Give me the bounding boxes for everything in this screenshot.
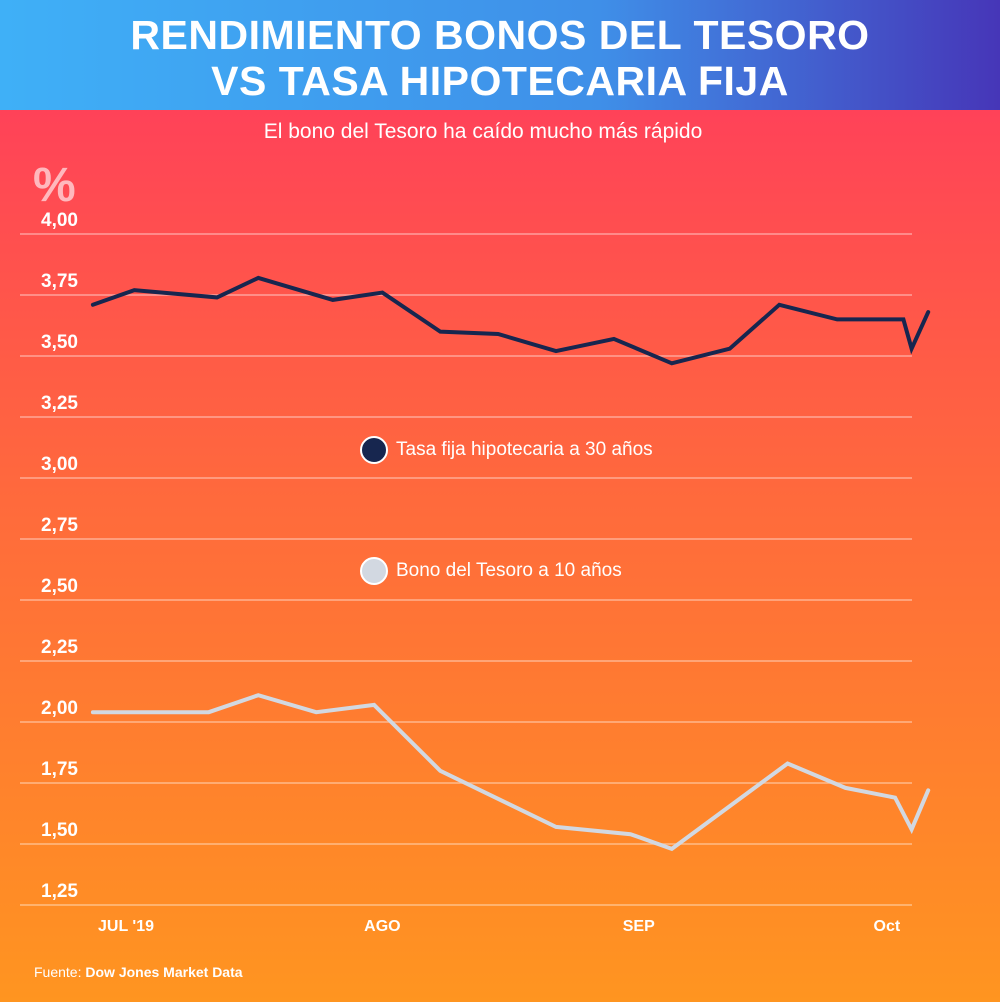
chart-header: RENDIMIENTO BONOS DEL TESORO VS TASA HIP…	[0, 0, 1000, 110]
x-tick-label: JUL '19	[98, 918, 154, 935]
source-name: Dow Jones Market Data	[85, 964, 243, 980]
y-tick-label: 2,25	[41, 637, 78, 658]
y-tick-label: 2,75	[41, 515, 78, 536]
y-tick-label: 2,50	[41, 576, 78, 597]
y-tick-label: 3,00	[41, 454, 78, 475]
series-line-mortgage	[90, 275, 931, 366]
chart-title-line2: VS TASA HIPOTECARIA FIJA	[211, 58, 789, 104]
y-tick-label: 3,75	[41, 271, 78, 292]
chart-subtitle: El bono del Tesoro ha caído mucho más rá…	[263, 120, 703, 143]
y-axis-unit: %	[33, 159, 76, 212]
legend-marker-mortgage	[360, 436, 388, 464]
y-tick-label: 4,00	[41, 210, 78, 231]
legend-marker-treasury	[360, 557, 388, 585]
x-tick-label: SEP	[623, 918, 655, 935]
legend-label-mortgage: Tasa fija hipotecaria a 30 años	[396, 439, 653, 460]
x-tick-label: AGO	[364, 918, 400, 935]
x-tick-label: Oct	[874, 918, 901, 935]
legend-item-treasury: Bono del Tesoro a 10 años	[360, 557, 622, 585]
legend-label-treasury: Bono del Tesoro a 10 años	[396, 560, 622, 581]
y-tick-label: 3,50	[41, 332, 78, 353]
y-tick-label: 2,00	[41, 698, 78, 719]
series-line-treasury	[90, 693, 931, 852]
y-tick-label: 1,25	[41, 881, 78, 902]
y-tick-label: 1,75	[41, 759, 78, 780]
source-note: Fuente: Dow Jones Market Data	[34, 964, 243, 980]
source-label: Fuente:	[34, 964, 82, 980]
legend-item-mortgage: Tasa fija hipotecaria a 30 años	[360, 436, 653, 464]
chart-title-line1: RENDIMIENTO BONOS DEL TESORO	[130, 12, 870, 58]
y-tick-label: 3,25	[41, 393, 78, 414]
y-tick-label: 1,50	[41, 820, 78, 841]
